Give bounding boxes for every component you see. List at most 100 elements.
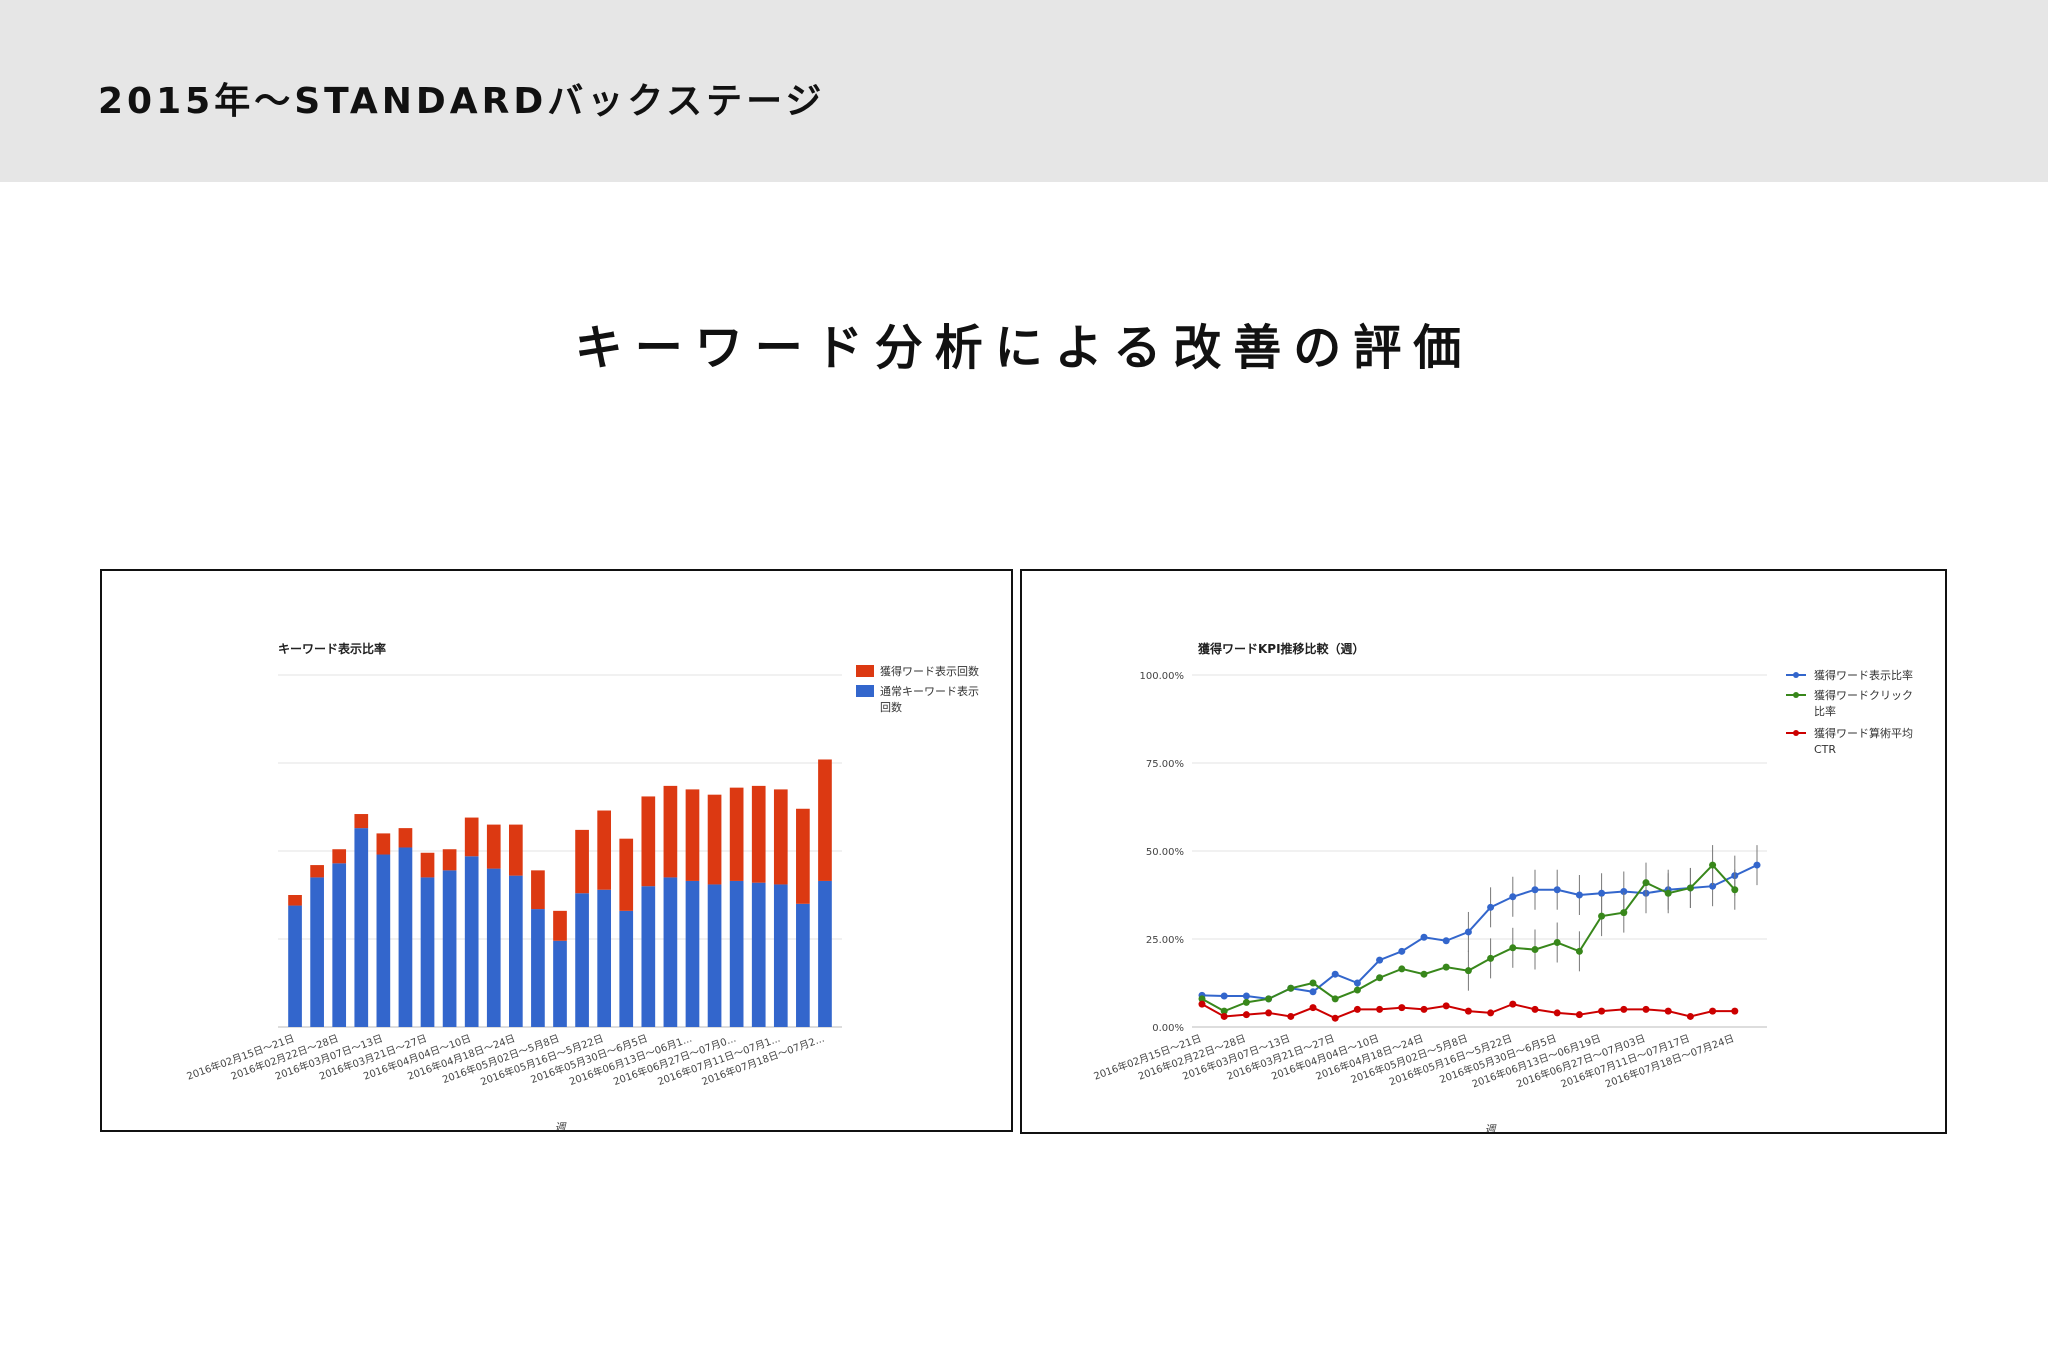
data-point: [1575, 947, 1583, 955]
bar-segment-normal: [531, 909, 545, 1027]
bar-segment-acquired: [707, 794, 722, 885]
bar-segment-acquired: [575, 829, 589, 894]
data-point: [1686, 1012, 1694, 1020]
data-point: [1442, 963, 1450, 971]
bar-segment-normal: [729, 880, 744, 1027]
bar-segment-acquired: [332, 849, 347, 864]
bar-segment-acquired: [442, 849, 457, 871]
bar-segment-acquired: [751, 785, 766, 883]
legend-marker: [1793, 672, 1799, 678]
data-point: [1420, 970, 1428, 978]
legend-marker: [1793, 730, 1799, 736]
data-point: [1531, 886, 1539, 894]
data-point: [1509, 893, 1517, 901]
data-point: [1487, 1009, 1495, 1017]
data-point: [1620, 909, 1628, 917]
bar-segment-acquired: [288, 895, 302, 906]
slide-title: キーワード分析による改善の評価: [574, 320, 1474, 376]
legend-label-line: 比率: [1814, 704, 1836, 718]
data-point: [1287, 984, 1295, 992]
section-title: 2015年〜STANDARDバックステージ: [98, 81, 826, 122]
bar-segment-acquired: [773, 789, 788, 885]
bar-segment-normal: [464, 856, 479, 1027]
bar-segment-normal: [641, 886, 656, 1027]
data-point: [1464, 1007, 1472, 1015]
data-point: [1553, 1009, 1561, 1017]
x-axis-title: 週: [555, 1121, 568, 1132]
data-point: [1575, 891, 1583, 899]
legend-label-line: 回数: [880, 701, 902, 714]
data-point: [1531, 946, 1539, 954]
bar-segment-normal: [354, 828, 369, 1027]
data-point: [1709, 861, 1717, 869]
data-point: [1620, 887, 1628, 895]
bar-segment-acquired: [508, 824, 523, 876]
data-point: [1598, 889, 1606, 897]
bar-segment-acquired: [818, 759, 832, 881]
bar-segment-normal: [376, 854, 391, 1027]
data-point: [1220, 1007, 1228, 1015]
bar-segment-acquired: [464, 817, 479, 857]
data-point: [1287, 1012, 1295, 1020]
data-point: [1575, 1011, 1583, 1019]
bar-segment-acquired: [597, 810, 612, 890]
bar-segment-normal: [332, 863, 347, 1027]
data-point: [1309, 979, 1317, 987]
bar-segment-normal: [508, 875, 523, 1027]
bar-segment-normal: [420, 877, 435, 1027]
data-point: [1398, 965, 1406, 973]
data-point: [1509, 1000, 1517, 1008]
bar-segment-normal: [796, 903, 810, 1027]
bar-segment-normal: [597, 889, 612, 1027]
data-point: [1353, 979, 1361, 987]
bar-segment-acquired: [376, 833, 391, 855]
kpi-trend-chart-panel: 獲得ワードKPI推移比較（週） 0.00% 25.00% 50.00% 75.00% 10…: [1020, 569, 1947, 1134]
data-point: [1331, 1014, 1339, 1022]
data-point: [1220, 1012, 1228, 1020]
bar-segment-acquired: [619, 838, 634, 911]
bar-segment-acquired: [310, 865, 324, 878]
data-point: [1353, 986, 1361, 994]
data-point: [1198, 1000, 1206, 1008]
bar-segment-normal: [685, 880, 700, 1027]
y-tick-label: 100.00%: [1140, 671, 1185, 682]
bar-segment-normal: [707, 884, 722, 1027]
bar-segment-normal: [288, 905, 302, 1027]
bar-segment-acquired: [685, 789, 700, 881]
data-point: [1331, 970, 1339, 978]
bar-segment-acquired: [729, 787, 744, 881]
y-tick-label: 25.00%: [1146, 935, 1184, 946]
data-point: [1242, 1011, 1250, 1019]
header-bar: 2015年〜STANDARDバックステージ: [0, 0, 2048, 182]
data-point: [1198, 995, 1206, 1003]
bar-segment-acquired: [420, 852, 435, 878]
bar-segment-normal: [398, 847, 413, 1027]
data-point: [1265, 1009, 1273, 1017]
bar-segment-acquired: [641, 796, 656, 887]
bar-segment-acquired: [398, 828, 413, 848]
data-point: [1487, 903, 1495, 911]
data-point: [1265, 995, 1273, 1003]
data-point: [1664, 1007, 1672, 1015]
bar-segment-acquired: [354, 814, 369, 829]
keyword-ratio-chart-panel: キーワード表示比率 2016年02月15日〜21日 2016年02月22日〜28日 2…: [100, 569, 1013, 1132]
legend-label: 獲得ワードクリック比率: [1814, 689, 1913, 718]
data-point: [1398, 947, 1406, 955]
bar-segment-normal: [310, 877, 324, 1027]
data-point: [1731, 1007, 1739, 1015]
data-point: [1220, 992, 1228, 1000]
data-point: [1509, 944, 1517, 952]
bar-segment-normal: [442, 870, 457, 1027]
data-point: [1420, 933, 1428, 941]
legend-label-line: 獲得ワード算術平均: [1814, 726, 1913, 740]
data-point: [1464, 928, 1472, 936]
keyword-ratio-chart: キーワード表示比率2016年02月15日〜21日2016年02月22日〜28日2…: [185, 641, 979, 1132]
bar-segment-normal: [486, 868, 501, 1027]
bar-segment-normal: [773, 884, 788, 1027]
y-tick-label: 75.00%: [1146, 759, 1184, 770]
data-point: [1242, 992, 1250, 1000]
bar-segment-normal: [553, 940, 567, 1027]
bar-segment-acquired: [531, 870, 545, 910]
data-point: [1309, 1004, 1317, 1012]
legend-label: 獲得ワード表示比率: [1814, 668, 1913, 682]
